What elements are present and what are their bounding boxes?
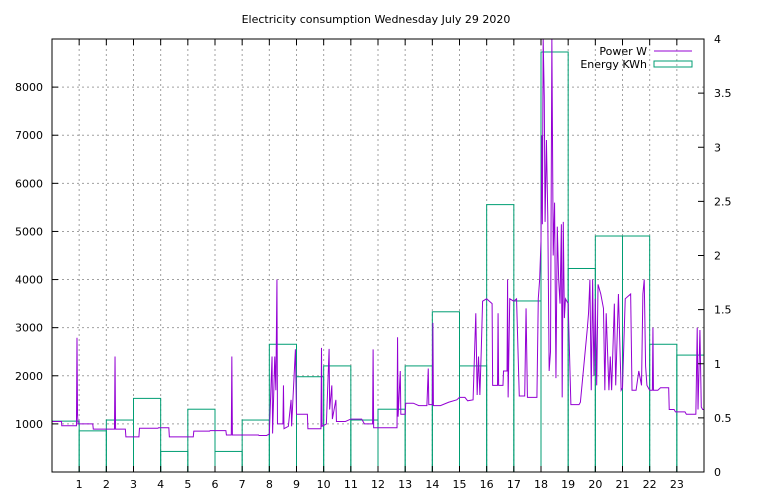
x-tick-label: 1 <box>76 478 83 491</box>
x-tick-label: 11 <box>344 478 358 491</box>
y-left-tick-label: 2000 <box>15 370 43 383</box>
x-tick-label: 6 <box>212 478 219 491</box>
x-tick-label: 18 <box>534 478 548 491</box>
y-right-tick-label: 1.5 <box>714 304 732 317</box>
y-right-tick-label: 0 <box>714 466 721 479</box>
x-tick-label: 14 <box>425 478 439 491</box>
energy-bar <box>676 354 705 473</box>
x-tick-label: 13 <box>398 478 412 491</box>
grid <box>52 39 704 472</box>
energy-bar <box>187 408 216 473</box>
y-right-tick-label: 3.5 <box>714 87 732 100</box>
y-right-tick-label: 3 <box>714 141 721 154</box>
energy-bar <box>377 408 406 473</box>
legend: Power W Energy KWh <box>580 45 693 71</box>
x-tick-label: 9 <box>293 478 300 491</box>
x-tick-label: 23 <box>670 478 684 491</box>
energy-bar <box>214 450 243 473</box>
x-tick-label: 19 <box>561 478 575 491</box>
y-right-tick-label: 2 <box>714 250 721 263</box>
y-left-tick-label: 8000 <box>15 81 43 94</box>
x-tick-label: 5 <box>184 478 191 491</box>
energy-bar <box>431 311 461 473</box>
x-tick-label: 7 <box>239 478 246 491</box>
energy-bar <box>78 430 107 473</box>
energy-bar <box>51 420 80 473</box>
power-line <box>52 38 704 438</box>
chart-title: Electricity consumption Wednesday July 2… <box>242 13 511 26</box>
legend-label-power: Power W <box>599 45 647 58</box>
energy-bar <box>649 343 678 473</box>
y-right-tick-label: 1 <box>714 358 721 371</box>
x-tick-label: 17 <box>507 478 521 491</box>
x-tick-label: 3 <box>130 478 137 491</box>
y-left-tick-label: 1000 <box>15 418 43 431</box>
energy-bar <box>241 419 270 473</box>
y-right-tick-label: 2.5 <box>714 195 732 208</box>
x-tick-label: 2 <box>103 478 110 491</box>
y-right-tick-label: 0.5 <box>714 412 732 425</box>
x-tick-label: 8 <box>266 478 273 491</box>
y-axis-right: 0 0.5 1 1.5 2 2.5 3 3.5 4 <box>698 33 732 479</box>
power-series <box>52 38 704 438</box>
x-tick-label: 4 <box>157 478 164 491</box>
energy-bar <box>486 204 515 473</box>
y-axis-left: 1000 2000 3000 4000 5000 6000 7000 8000 <box>15 81 58 431</box>
y-left-tick-label: 7000 <box>15 129 43 142</box>
y-left-tick-label: 3000 <box>15 322 43 335</box>
x-axis: 1 2 3 4 5 6 7 8 9 10 11 12 13 14 15 16 17 18 19 20 21 22 23 <box>76 39 684 491</box>
x-tick-label: 20 <box>588 478 602 491</box>
energy-bar <box>133 397 162 473</box>
x-tick-label: 22 <box>643 478 657 491</box>
x-tick-label: 12 <box>371 478 385 491</box>
energy-bar <box>594 235 623 473</box>
y-left-tick-label: 5000 <box>15 225 43 238</box>
energy-bar <box>160 450 189 473</box>
energy-bar <box>296 376 325 473</box>
x-tick-label: 21 <box>616 478 630 491</box>
x-tick-label: 15 <box>453 478 467 491</box>
legend-swatch-energy <box>653 60 693 68</box>
x-tick-label: 16 <box>480 478 494 491</box>
y-left-tick-label: 4000 <box>15 274 43 287</box>
energy-bar <box>105 419 135 473</box>
x-tick-label: 10 <box>317 478 331 491</box>
y-left-tick-label: 6000 <box>15 177 43 190</box>
energy-bar <box>459 365 488 473</box>
y-right-tick-label: 4 <box>714 33 721 46</box>
legend-label-energy: Energy KWh <box>580 58 647 71</box>
